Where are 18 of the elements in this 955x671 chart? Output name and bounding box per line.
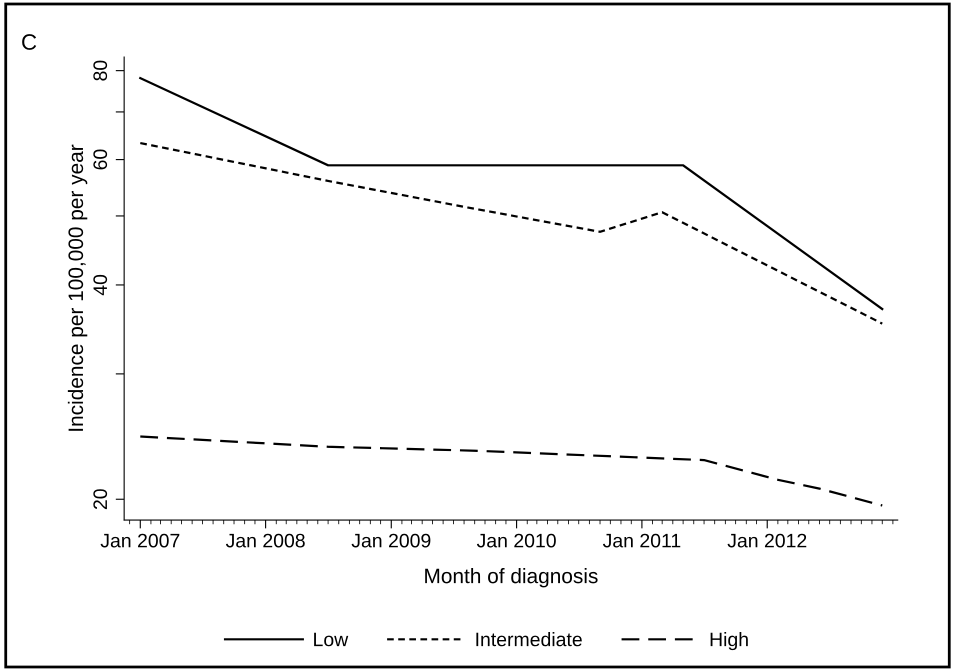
x-tick-label: Jan 2011 [602,534,680,548]
legend-label: High [710,632,748,650]
y-tick-label: 40 [93,274,108,296]
x-tick-label: Jan 2007 [100,534,180,548]
legend-label: Low [314,632,348,646]
x-tick-label: Jan 2010 [476,534,556,548]
x-tick-label: Jan 2012 [728,534,806,548]
y-tick-label: 20 [93,489,108,510]
y-axis-title: Incidence per 100,000 per year [68,144,88,431]
y-tick-label: 60 [93,150,108,170]
line-series [139,435,884,507]
line-series [139,142,884,325]
y-tick-label: 80 [93,60,108,81]
x-tick-label: Jan 2008 [226,534,305,548]
legend-label: Intermediate [476,632,582,646]
text: C [22,34,36,50]
x-axis-title: Month of diagnosis [425,568,598,588]
x-tick-label: Jan 2009 [352,534,430,548]
